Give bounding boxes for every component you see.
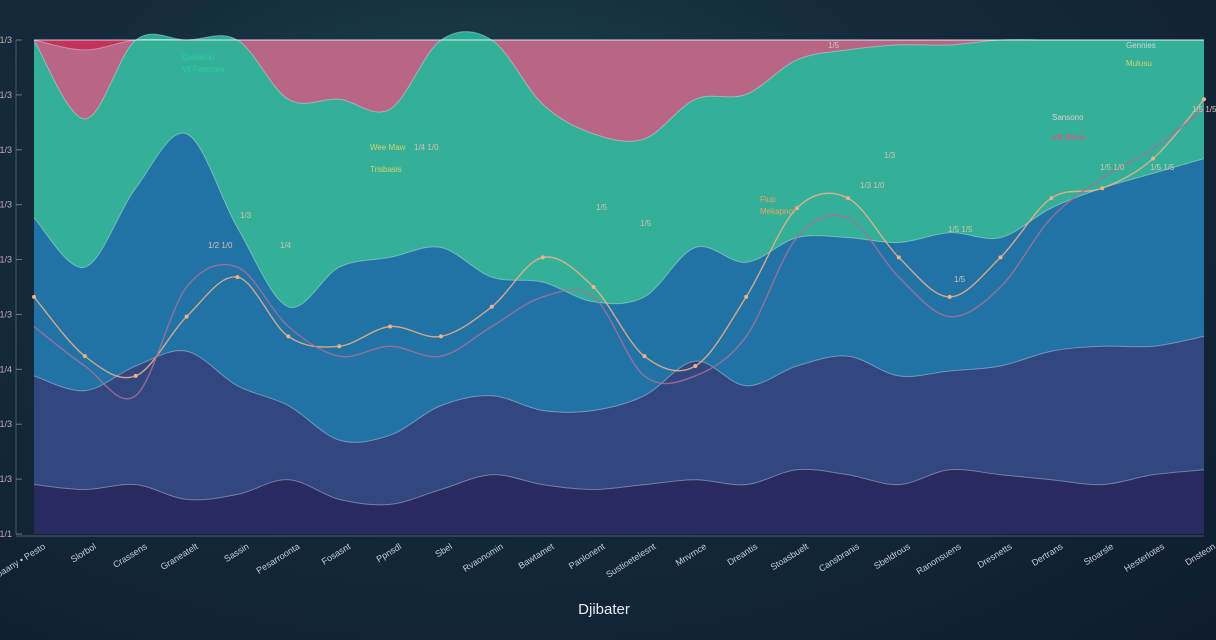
legend-label: Vill Betos — [1052, 133, 1085, 142]
area-layers — [34, 31, 1204, 535]
x-tick-label: Dertrans — [1030, 541, 1065, 568]
data-point — [896, 255, 901, 260]
x-axis: Sansoaany • Pesto Slorbol Crassens Graneate… — [0, 535, 1216, 590]
boundary-line — [33, 38, 1204, 51]
x-tick-label: Dresnetts — [976, 541, 1014, 570]
x-tick-label: Bawtamet — [517, 541, 557, 571]
y-tick-label: 1/3 — [0, 35, 12, 45]
x-tick-label: Sassin — [222, 541, 250, 564]
x-tick-label: Crassens — [111, 541, 149, 570]
data-point — [235, 275, 240, 280]
x-tick-label: Sbeldrous — [872, 541, 912, 571]
data-point — [642, 354, 647, 359]
annotation-label: 1/4 1/0 — [414, 143, 439, 152]
data-point — [337, 344, 342, 349]
x-tick-label: Mnvrnce — [674, 541, 709, 568]
boundary-line — [33, 335, 1205, 443]
data-point — [32, 294, 36, 299]
data-point — [1049, 196, 1054, 201]
annotation-label: 1/3 — [240, 211, 252, 220]
x-tick-label: Sustioetelesnt — [604, 541, 658, 580]
boundary-line — [33, 468, 1205, 506]
y-tick-label: 1/3 — [0, 474, 12, 484]
x-axis-title: Djibater — [578, 601, 630, 618]
data-point — [184, 314, 189, 319]
annotation-label: 1/5 — [640, 219, 652, 228]
annotation-label: 1/5 1/5 — [1192, 105, 1216, 114]
data-point — [286, 334, 291, 339]
x-tick-label: Fosasnt — [320, 541, 353, 567]
legend-label: Trisbasis — [370, 165, 402, 174]
annotation-label: 1/5 1/0 — [1100, 163, 1125, 172]
annotation-label: 1/5 1/5 — [948, 225, 973, 234]
x-tick-label: Ppnsdl — [374, 541, 403, 564]
y-tick-label: 1/3 — [0, 309, 12, 319]
legend: Grasaion Vil Fesmore Wee Maw Trisbasis Flup M… — [182, 41, 1156, 216]
annotation-label: 1/5 — [596, 203, 608, 212]
legend-label: Vil Fesmore — [182, 65, 225, 74]
data-point — [693, 364, 698, 369]
data-point — [540, 255, 545, 260]
data-point — [1202, 97, 1206, 102]
x-tick-label: Rvaonomin — [461, 541, 505, 574]
data-point — [1100, 186, 1105, 191]
x-tick-label: Sbel — [433, 541, 454, 559]
outline-mauve-line — [33, 108, 1205, 400]
series-outlines — [33, 31, 1205, 506]
y-tick-label: 1/1 — [0, 529, 12, 539]
x-tick-label: Stoasbuelt — [769, 541, 811, 572]
legend-label: Flup — [760, 195, 776, 204]
x-tick-label: Dreantis — [726, 541, 760, 568]
y-tick-label: 1/4 — [0, 364, 12, 374]
x-tick-label: Sansoaany • Pesto — [0, 541, 47, 590]
annotation-label: 1/5 — [954, 275, 966, 284]
legend-label: Wee Maw — [370, 143, 406, 152]
legend-label: Grasaion — [182, 53, 214, 62]
x-tick-label: Panlonent — [567, 541, 607, 571]
data-point — [82, 354, 87, 359]
data-point — [1151, 156, 1156, 161]
data-point — [438, 334, 443, 339]
data-point — [388, 324, 393, 329]
x-tick-label: Graneatelt — [159, 541, 200, 572]
annotation-label: 1/5 1/5 — [1150, 163, 1175, 172]
x-tick-label: Ranonsuens — [915, 541, 964, 577]
x-tick-label: Hesterlotes — [1122, 541, 1166, 574]
legend-label: Sansono — [1052, 113, 1084, 122]
x-tick-label: Cansbranis — [817, 541, 861, 574]
data-point — [795, 205, 800, 210]
legend-label: Gennies — [1126, 41, 1156, 50]
y-tick-label: 1/3 — [0, 90, 12, 100]
legend-label: Mulusu — [1126, 59, 1152, 68]
legend-label: Mekapnor — [760, 207, 796, 216]
x-tick-label: Dnsteon — [1183, 541, 1216, 567]
data-points — [32, 97, 1206, 378]
x-tick-label: Slorbol — [69, 541, 98, 564]
annotation-label: 1/3 — [884, 151, 896, 160]
data-point — [591, 285, 596, 289]
y-tick-label: 1/3 — [0, 200, 12, 210]
y-tick-label: 1/3 — [0, 145, 12, 155]
y-axis: 1/1 1/3 1/3 1/4 1/3 1/3 1/3 1/3 1/3 1/3 — [0, 35, 22, 539]
x-tick-label: Stoarsle — [1082, 541, 1115, 567]
annotation-label: 1/5 — [828, 41, 840, 50]
data-point — [947, 294, 952, 299]
y-tick-label: 1/3 — [0, 255, 12, 265]
annotation-label: 1/4 — [280, 241, 292, 250]
y-tick-label: 1/3 — [0, 419, 12, 429]
data-point — [744, 294, 749, 299]
data-point — [845, 196, 850, 201]
x-tick-label: Pesarroonta — [255, 541, 302, 575]
data-point — [998, 255, 1003, 260]
boundary-line — [33, 132, 1205, 308]
data-point — [133, 373, 138, 378]
annotation-label: 1/2 1/0 — [208, 241, 233, 250]
annotation-label: 1/3 1/0 — [860, 181, 885, 190]
annotations: 1/3 1/2 1/0 1/4 1/4 1/0 1/5 1/5 1/3 1/3 1/0 1/5 … — [208, 41, 1216, 284]
data-point — [489, 304, 494, 309]
boundary-line — [33, 31, 1204, 142]
area-navy-base — [34, 469, 1204, 534]
